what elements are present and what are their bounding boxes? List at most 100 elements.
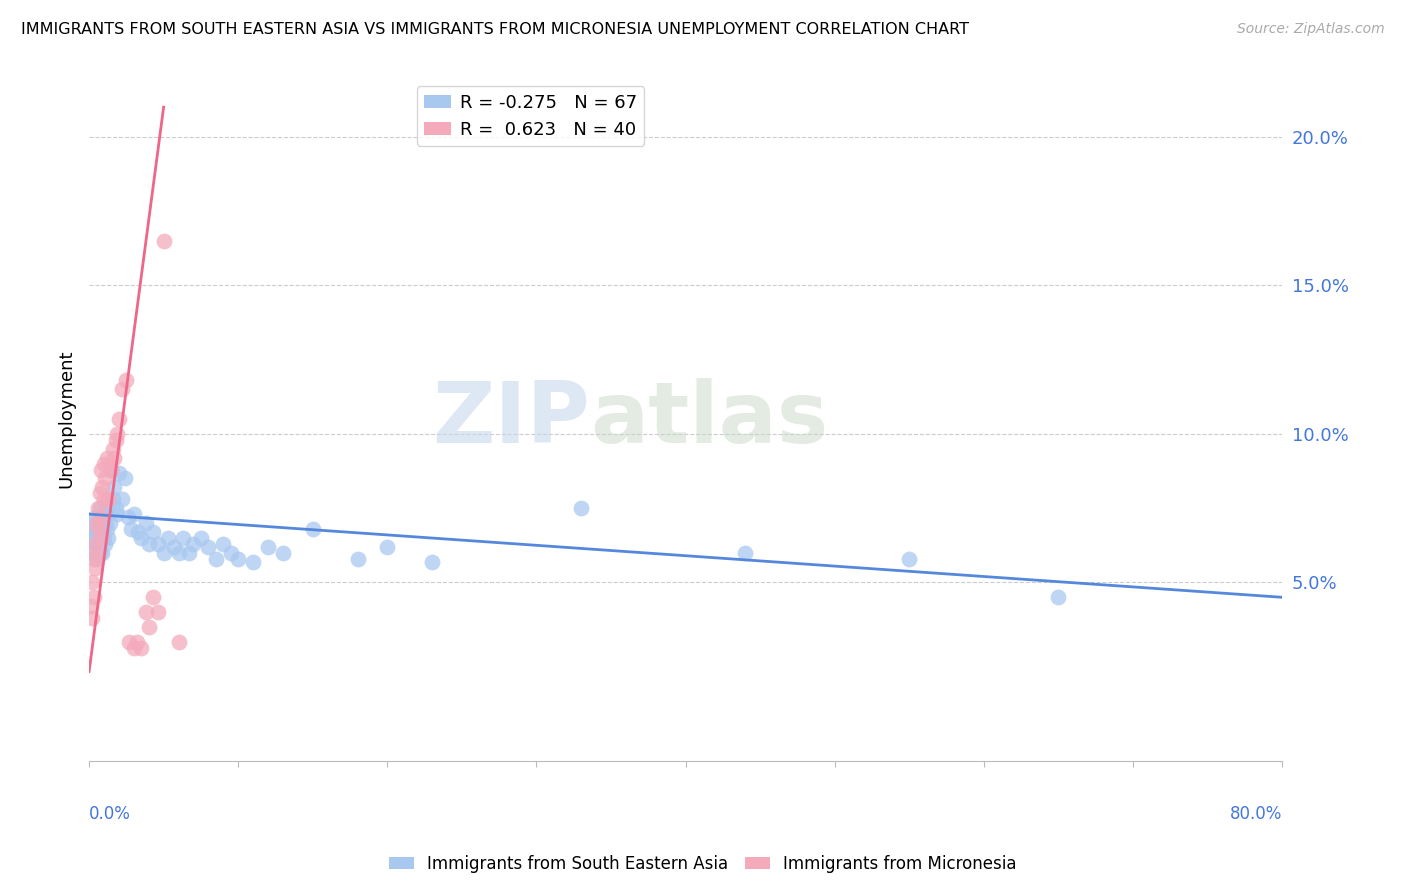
Point	[177, 546, 200, 560]
Point	[101, 492, 124, 507]
Point	[152, 546, 174, 560]
Point	[734, 546, 756, 560]
Point	[301, 522, 323, 536]
Point	[84, 531, 107, 545]
Point	[83, 537, 105, 551]
Point	[375, 540, 398, 554]
Point	[100, 462, 122, 476]
Point	[87, 522, 110, 536]
Point	[83, 522, 105, 536]
Point	[93, 457, 115, 471]
Point	[103, 450, 125, 465]
Point	[96, 450, 118, 465]
Point	[104, 433, 127, 447]
Point	[87, 501, 110, 516]
Point	[94, 471, 117, 485]
Point	[89, 501, 111, 516]
Point	[115, 374, 138, 388]
Point	[83, 551, 105, 566]
Point	[129, 531, 152, 545]
Point	[167, 546, 190, 560]
Point	[87, 537, 110, 551]
Point	[93, 492, 115, 507]
Point	[152, 234, 174, 248]
Point	[98, 457, 121, 471]
Point	[118, 635, 141, 649]
Point	[91, 480, 114, 494]
Point	[90, 531, 112, 545]
Point	[138, 537, 160, 551]
Point	[1047, 591, 1070, 605]
Point	[135, 516, 157, 530]
Point	[98, 516, 121, 530]
Point	[91, 522, 114, 536]
Point	[96, 501, 118, 516]
Point	[86, 522, 108, 536]
Text: IMMIGRANTS FROM SOUTH EASTERN ASIA VS IMMIGRANTS FROM MICRONESIA UNEMPLOYMENT CO: IMMIGRANTS FROM SOUTH EASTERN ASIA VS IM…	[21, 22, 969, 37]
Point	[205, 551, 228, 566]
Point	[103, 480, 125, 494]
Point	[146, 605, 169, 619]
Point	[80, 575, 103, 590]
Point	[89, 522, 111, 536]
Point	[90, 462, 112, 476]
Text: atlas: atlas	[591, 377, 828, 460]
Y-axis label: Unemployment: Unemployment	[58, 350, 75, 488]
Point	[108, 412, 131, 426]
Point	[84, 560, 107, 574]
Point	[84, 510, 107, 524]
Point	[212, 537, 235, 551]
Point	[138, 620, 160, 634]
Point	[898, 551, 921, 566]
Point	[242, 555, 264, 569]
Point	[86, 516, 108, 530]
Point	[100, 462, 122, 476]
Point	[93, 531, 115, 545]
Point	[83, 591, 105, 605]
Point	[183, 537, 205, 551]
Point	[79, 531, 101, 545]
Point	[257, 540, 280, 554]
Point	[111, 382, 134, 396]
Point	[80, 611, 103, 625]
Point	[96, 522, 118, 536]
Point	[79, 599, 101, 614]
Point	[219, 546, 242, 560]
Point	[146, 537, 169, 551]
Point	[86, 551, 108, 566]
Point	[157, 531, 180, 545]
Point	[104, 501, 127, 516]
Text: 80.0%: 80.0%	[1230, 805, 1282, 823]
Point	[108, 466, 131, 480]
Point	[135, 605, 157, 619]
Point	[94, 537, 117, 551]
Point	[167, 635, 190, 649]
Point	[125, 635, 148, 649]
Point	[346, 551, 368, 566]
Point	[163, 540, 186, 554]
Point	[111, 492, 134, 507]
Point	[142, 591, 165, 605]
Text: Source: ZipAtlas.com: Source: ZipAtlas.com	[1237, 22, 1385, 37]
Point	[190, 531, 212, 545]
Point	[87, 516, 110, 530]
Point	[90, 510, 112, 524]
Point	[94, 516, 117, 530]
Point	[420, 555, 443, 569]
Point	[271, 546, 294, 560]
Point	[117, 510, 139, 524]
Point	[86, 546, 108, 560]
Point	[97, 492, 120, 507]
Point	[127, 524, 149, 539]
Text: ZIP: ZIP	[433, 377, 591, 460]
Point	[84, 537, 107, 551]
Point	[80, 516, 103, 530]
Point	[89, 510, 111, 524]
Point	[120, 522, 142, 536]
Point	[226, 551, 249, 566]
Point	[569, 501, 592, 516]
Text: 0.0%: 0.0%	[89, 805, 131, 823]
Point	[114, 471, 136, 485]
Point	[89, 546, 111, 560]
Point	[93, 507, 115, 521]
